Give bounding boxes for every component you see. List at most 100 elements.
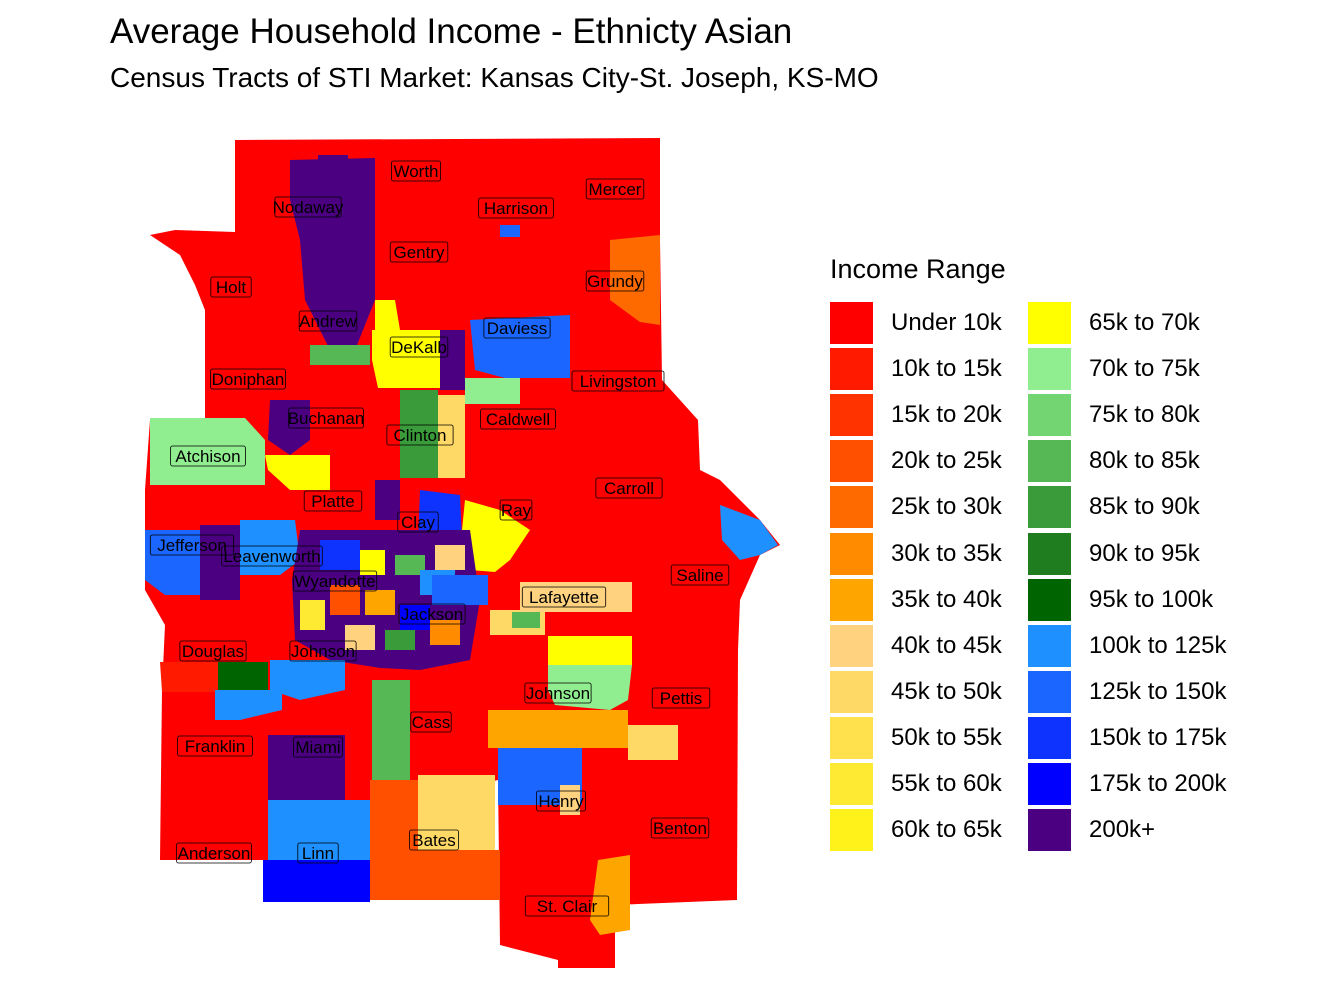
legend-swatch <box>1028 624 1071 667</box>
county-labels: Worth Nodaway Harrison Mercer Gentry Holt Grun… <box>149 160 730 917</box>
county-name: Clay <box>401 513 436 532</box>
legend-label: 60k to 65k <box>891 816 1002 844</box>
legend-label: 40k to 45k <box>891 631 1002 659</box>
legend-swatch <box>830 716 873 759</box>
legend-swatch <box>830 578 873 621</box>
legend-label: 80k to 85k <box>1089 447 1200 475</box>
legend-item: 55k to 60k <box>830 763 1002 805</box>
legend-label: 15k to 20k <box>891 401 1002 429</box>
county-name: Saline <box>676 566 723 585</box>
legend-item: 40k to 45k <box>830 624 1002 667</box>
legend-swatch <box>1028 763 1071 805</box>
legend-item: 15k to 20k <box>830 394 1002 437</box>
county-name: DeKalb <box>391 338 447 357</box>
legend-item: 90k to 95k <box>1028 532 1200 575</box>
legend-label: 20k to 25k <box>891 447 1002 475</box>
legend-label: 35k to 40k <box>891 585 1002 613</box>
legend-label: 85k to 90k <box>1089 493 1200 521</box>
county-name: Pettis <box>660 689 703 708</box>
county-label: Gentry <box>389 241 449 263</box>
legend-item: 25k to 30k <box>830 486 1002 529</box>
legend-item: 70k to 75k <box>1028 348 1200 391</box>
county-label: Holt <box>210 276 252 298</box>
legend-label: 50k to 55k <box>891 723 1002 751</box>
legend-item: 10k to 15k <box>830 348 1002 391</box>
county-name: Wyandotte <box>294 572 375 591</box>
legend-swatch <box>830 624 873 667</box>
legend-swatch <box>830 809 873 852</box>
county-name: Holt <box>216 278 247 297</box>
county-name: Jackson <box>401 605 463 624</box>
county-label: DeKalb <box>389 336 449 358</box>
county-name: Mercer <box>589 180 642 199</box>
legend-label: 45k to 50k <box>891 677 1002 705</box>
county-name: Franklin <box>185 737 245 756</box>
county-name: Linn <box>302 844 334 863</box>
county-label: Jackson <box>398 603 466 625</box>
legend-label: 90k to 95k <box>1089 539 1200 567</box>
legend-item: Under 10k <box>830 302 1002 344</box>
legend-label: 10k to 15k <box>891 355 1002 383</box>
county-label: Cass <box>410 711 452 733</box>
county-label: Leavenworth <box>221 545 323 567</box>
legend-swatch <box>1028 670 1071 713</box>
legend-item: 75k to 80k <box>1028 394 1200 437</box>
county-label: Daviess <box>483 317 551 339</box>
county-name: Johnson <box>291 642 355 661</box>
map-title: Average Household Income - Ethnicty Asia… <box>110 12 793 51</box>
county-label: Grundy <box>585 270 645 292</box>
county-name: Bates <box>412 831 455 850</box>
legend-swatch <box>830 348 873 391</box>
county-name: Caldwell <box>486 410 550 429</box>
legend-swatch <box>830 670 873 713</box>
legend-swatch <box>1028 440 1071 483</box>
county-name: Ray <box>501 501 532 520</box>
legend-swatch <box>830 763 873 805</box>
legend-item: 200k+ <box>1028 809 1155 852</box>
legend-item: 175k to 200k <box>1028 763 1226 805</box>
county-label: Linn <box>297 842 339 864</box>
county-name: Benton <box>653 819 707 838</box>
county-name: Atchison <box>175 447 240 466</box>
county-label: Johnson <box>524 682 592 704</box>
county-label: Nodaway <box>273 196 344 218</box>
legend-item: 65k to 70k <box>1028 302 1200 344</box>
county-label: Harrison <box>478 197 554 219</box>
county-label: Douglas <box>179 640 247 662</box>
legend-swatch <box>1028 348 1071 391</box>
county-name: Gentry <box>393 243 445 262</box>
county-name: Douglas <box>182 642 244 661</box>
legend-item: 50k to 55k <box>830 716 1002 759</box>
county-name: Doniphan <box>212 370 285 389</box>
legend-item: 100k to 125k <box>1028 624 1226 667</box>
legend-swatch <box>830 440 873 483</box>
legend-label: 175k to 200k <box>1089 770 1227 797</box>
map-subtitle: Census Tracts of STI Market: Kansas City… <box>110 62 879 93</box>
legend-label: 70k to 75k <box>1089 355 1200 383</box>
county-label: Caldwell <box>480 408 556 430</box>
county-name: Livingston <box>580 372 657 391</box>
county-name: Carroll <box>604 479 654 498</box>
legend-item: 30k to 35k <box>830 532 1002 575</box>
county-label: Lafayette <box>521 586 607 608</box>
county-label: Clinton <box>386 424 454 446</box>
legend-swatch <box>1028 486 1071 529</box>
legend-item: 125k to 150k <box>1028 670 1226 713</box>
county-label: Ray <box>499 499 533 521</box>
legend-swatch <box>1028 578 1071 621</box>
legend-swatch <box>1028 302 1071 344</box>
county-name: Johnson <box>526 684 590 703</box>
legend-label: 25k to 30k <box>891 493 1002 521</box>
county-name: Worth <box>393 162 438 181</box>
county-name: St. Clair <box>537 897 598 916</box>
legend-item: 80k to 85k <box>1028 440 1200 483</box>
county-label: Doniphan <box>210 368 286 390</box>
county-name: Jefferson <box>157 536 227 555</box>
county-label: Miami <box>293 736 343 758</box>
legend-swatch <box>830 532 873 575</box>
legend-label: 55k to 60k <box>891 770 1002 797</box>
legend-swatch <box>1028 532 1071 575</box>
county-label: Livingston <box>571 370 665 392</box>
county-label: Buchanan <box>288 407 364 429</box>
county-label: Anderson <box>176 842 252 864</box>
